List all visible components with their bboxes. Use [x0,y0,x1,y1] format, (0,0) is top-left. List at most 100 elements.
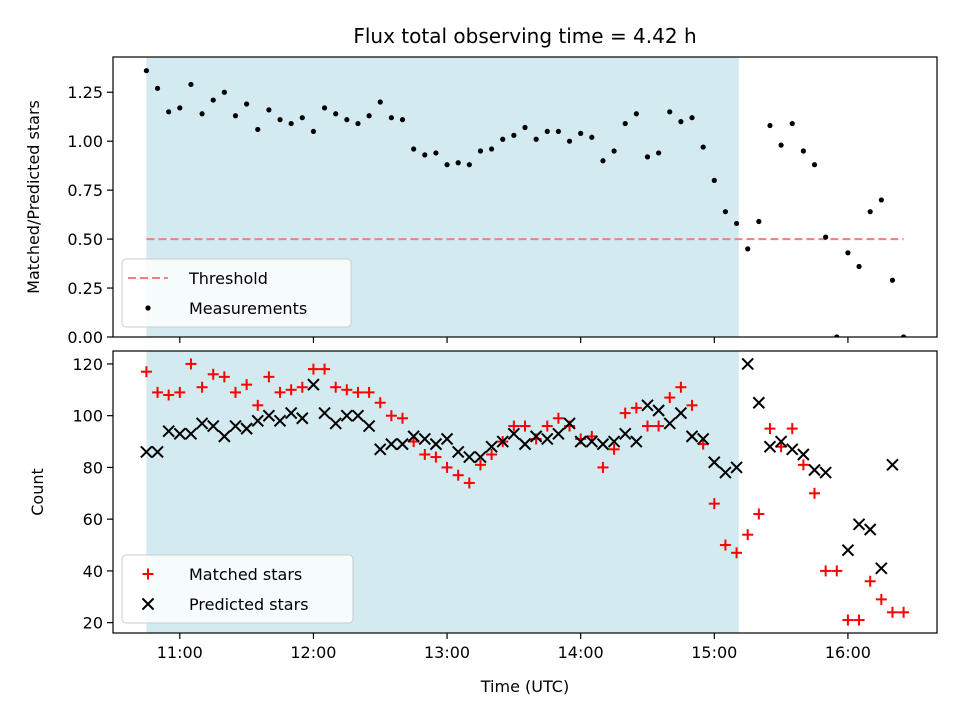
matched-point [229,386,241,398]
x-tick-label: 11:00 [157,643,203,662]
matched-point [241,379,253,391]
measurement-point [266,107,272,113]
matched-point [886,606,898,618]
matched-point [641,420,653,432]
axes-frame [112,56,938,338]
measurement-point [199,111,205,117]
matched-point [653,420,665,432]
predicted-point [852,518,866,531]
matched-point [675,381,687,393]
measurement-point [143,68,150,74]
y-tick-label: 120 [72,355,103,374]
predicted-point [485,440,498,453]
x-tick-label: 16:00 [825,643,871,662]
top-panel: 0.00 0.25 0.50 0.75 1.00 1.25 Threshold Measure… [67,56,938,347]
predicted-point [307,378,320,391]
predicted-point [429,437,443,451]
predicted-point [596,437,610,451]
measurement-point [544,128,550,135]
measurement-point [845,250,851,256]
legend-measurement-swatch [145,305,151,311]
predicted-point [151,445,164,459]
matched-point [218,371,230,383]
predicted-point [140,445,153,459]
predicted-point [541,432,554,446]
measurement-point [600,158,606,164]
measurement-point [811,162,818,168]
predicted-point [251,414,264,428]
measurement-point [166,109,172,115]
measurement-point [767,122,773,129]
y-tick-label: 0.00 [67,328,103,347]
measurement-point [834,334,840,337]
matched-point [486,448,498,460]
predicted-point [685,430,699,443]
measurement-point [366,113,372,119]
measurement-point [633,111,639,117]
predicted-point [641,399,654,412]
predicted-point [162,424,175,438]
measurement-point [221,89,227,95]
y-tick-label: 100 [72,407,103,426]
y-tick-label: 60 [83,510,103,529]
predicted-point [529,430,543,443]
chart-title: Flux total observing time = 4.42 h [353,24,696,48]
predicted-point [719,466,732,479]
matched-point [163,389,175,401]
predicted-point [273,414,287,428]
matched-point [185,358,197,370]
predicted-point [374,443,387,456]
predicted-point [663,417,676,430]
predicted-point [195,417,209,430]
matched-point [408,436,420,448]
predicted-point [318,406,331,420]
predicted-point [741,357,754,371]
matched-point [742,529,754,541]
matched-point [252,399,264,411]
matched-point [708,498,720,510]
predicted-point [340,409,354,422]
measurement-point [455,160,461,166]
matched-point [274,386,286,398]
measurement-point [656,150,662,156]
matched-point [196,381,208,393]
legend-label: Predicted stars [189,595,309,614]
matched-point [385,410,397,422]
measurement-point [622,120,628,127]
measurement-point [244,101,250,107]
measurement-point [700,144,706,150]
measurement-point [344,117,350,123]
measurement-point [422,152,428,158]
matched-point [474,459,486,471]
predicted-point [184,427,198,440]
measurement-point [745,246,751,252]
measurement-point [823,234,829,240]
predicted-point [418,432,431,446]
predicted-point [496,435,509,448]
measurement-point [789,120,795,127]
measurement-point [255,126,261,133]
predicted-point [674,406,688,420]
matched-point [519,420,531,432]
measurement-point [867,209,873,215]
predicted-point [763,440,777,453]
measurement-point [578,130,584,136]
predicted-point [507,427,521,440]
measurement-point [310,128,317,135]
matched-point [330,381,342,393]
matched-point [152,386,164,398]
measurement-point [444,162,450,168]
legend-label: Threshold [188,269,268,288]
predicted-point [797,448,810,461]
matched-point [207,368,219,380]
predicted-point [463,450,476,464]
legend-label: Measurements [189,299,307,318]
predicted-point [296,412,309,425]
measurement-point [488,146,495,152]
measurement-point [889,277,896,283]
matched-point [140,366,152,378]
matched-point [441,461,453,473]
y-tick-label: 20 [83,614,103,633]
measurement-point [333,111,339,117]
measurement-point [678,119,684,125]
